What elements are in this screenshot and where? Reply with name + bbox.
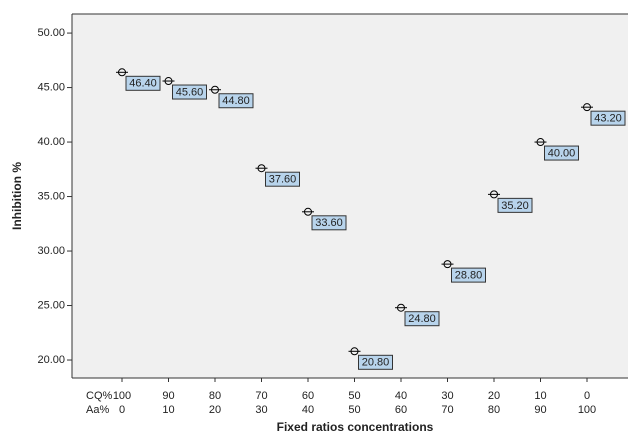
x-tick-label: 20 [209, 404, 221, 416]
data-label: 43.20 [594, 113, 622, 125]
data-label: 45.60 [176, 86, 204, 98]
y-tick-label: 40.00 [37, 136, 65, 148]
plot-area [72, 14, 628, 378]
x-tick-label: 70 [441, 404, 453, 416]
marker [164, 77, 173, 86]
data-label: 33.60 [315, 217, 343, 229]
label-box [590, 110, 626, 126]
x-tick-label: 40 [395, 390, 407, 402]
data-label: 40.00 [548, 147, 576, 159]
marker [443, 260, 452, 269]
x-tick-label: 80 [488, 404, 500, 416]
label-box [218, 93, 254, 109]
x-tick-label: 80 [209, 390, 221, 402]
x-tick-label: 100 [578, 404, 596, 416]
y-tick-label: 30.00 [37, 245, 65, 257]
x-row-label: Aa% [86, 404, 109, 416]
label-box [125, 75, 161, 91]
marker [397, 303, 405, 312]
label-box [544, 145, 579, 161]
marker [211, 85, 219, 94]
data-label: 35.20 [501, 200, 529, 212]
x-tick-label: 60 [395, 404, 407, 416]
y-tick-label: 50.00 [37, 27, 65, 39]
marker [304, 207, 312, 216]
label-box [265, 171, 300, 187]
data-label: 28.80 [455, 270, 483, 282]
marker [490, 190, 498, 199]
marker [583, 103, 591, 112]
x-tick-label: 10 [534, 390, 546, 402]
marker [118, 68, 126, 77]
data-label: 24.80 [408, 313, 436, 325]
data-label: 20.80 [362, 357, 390, 369]
x-tick-label: 10 [162, 404, 174, 416]
marker [350, 347, 359, 356]
x-tick-label: 0 [584, 390, 590, 402]
label-box [497, 197, 533, 213]
x-tick-label: 60 [302, 390, 314, 402]
x-tick-label: 30 [255, 404, 267, 416]
label-box [358, 354, 393, 370]
x-tick-label: 100 [113, 390, 131, 402]
x-row-label: CQ% [86, 390, 113, 402]
marker [536, 138, 545, 147]
x-tick-label: 50 [348, 404, 360, 416]
x-tick-label: 90 [534, 404, 546, 416]
label-box [451, 267, 486, 283]
y-tick-label: 20.00 [37, 354, 65, 366]
y-tick-label: 25.00 [37, 299, 65, 311]
x-axis-title: Fixed ratios concentrations [277, 420, 434, 434]
y-tick-label: 35.00 [37, 190, 65, 202]
y-axis-title: Inhibition % [10, 162, 24, 230]
y-tick-label: 45.00 [37, 81, 65, 93]
x-tick-label: 0 [119, 404, 125, 416]
label-box [311, 215, 347, 231]
x-tick-label: 90 [162, 390, 174, 402]
data-label: 44.80 [222, 95, 250, 107]
marker [257, 164, 266, 173]
x-tick-label: 70 [255, 390, 267, 402]
label-box [404, 311, 440, 327]
x-tick-label: 50 [348, 390, 360, 402]
data-label: 46.40 [129, 78, 157, 90]
x-tick-label: 40 [302, 404, 314, 416]
data-label: 37.60 [269, 174, 297, 186]
x-tick-label: 30 [441, 390, 453, 402]
x-tick-label: 20 [488, 390, 500, 402]
label-box [172, 84, 207, 100]
